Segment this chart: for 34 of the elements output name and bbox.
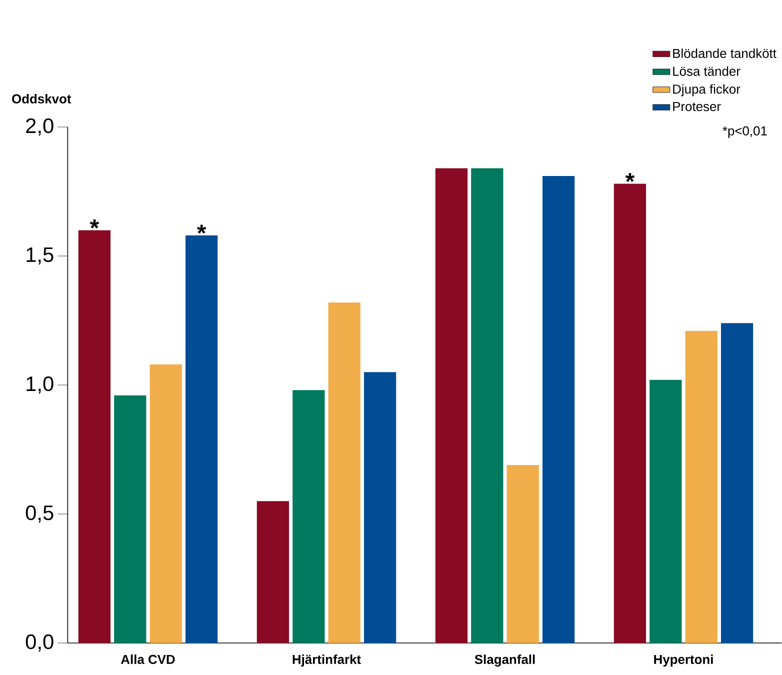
y-tick-label: 0,5 bbox=[26, 505, 54, 523]
x-tick-label: Hypertoni bbox=[654, 654, 713, 667]
bar bbox=[614, 184, 646, 643]
legend-label: Blödande tandkött bbox=[673, 48, 776, 58]
bar bbox=[650, 380, 682, 643]
bar bbox=[685, 330, 718, 643]
bar bbox=[471, 168, 504, 643]
bar bbox=[435, 168, 468, 643]
bar bbox=[78, 230, 111, 643]
y-tick-label: 1,5 bbox=[26, 247, 54, 265]
bar bbox=[185, 235, 218, 643]
x-tick-label: Slaganfall bbox=[474, 654, 535, 667]
bar bbox=[364, 372, 396, 643]
legend-label: Proteser bbox=[673, 102, 721, 112]
x-tick-label: Alla CVD bbox=[120, 654, 175, 664]
annotation: *p<0,01 bbox=[722, 126, 767, 138]
y-axis-title: Oddskvot bbox=[12, 94, 72, 104]
y-tick-label: 2,0 bbox=[26, 118, 54, 136]
bar bbox=[150, 364, 182, 643]
legend-label: Lösa tänder bbox=[673, 66, 740, 76]
bar bbox=[328, 302, 360, 643]
bar bbox=[256, 501, 290, 643]
bar bbox=[542, 176, 575, 643]
bar bbox=[114, 395, 146, 643]
y-tick-label: 0,0 bbox=[26, 634, 54, 652]
legend-label: Djupa fickor bbox=[673, 84, 740, 96]
x-tick-label: Hjärtinfarkt bbox=[292, 654, 361, 667]
y-tick-label: 1,0 bbox=[26, 376, 54, 394]
data-label: * bbox=[625, 173, 635, 182]
data-label: * bbox=[90, 220, 100, 228]
data-label: * bbox=[196, 224, 206, 234]
bar bbox=[506, 464, 539, 643]
bar bbox=[292, 390, 325, 643]
bar bbox=[720, 323, 754, 643]
